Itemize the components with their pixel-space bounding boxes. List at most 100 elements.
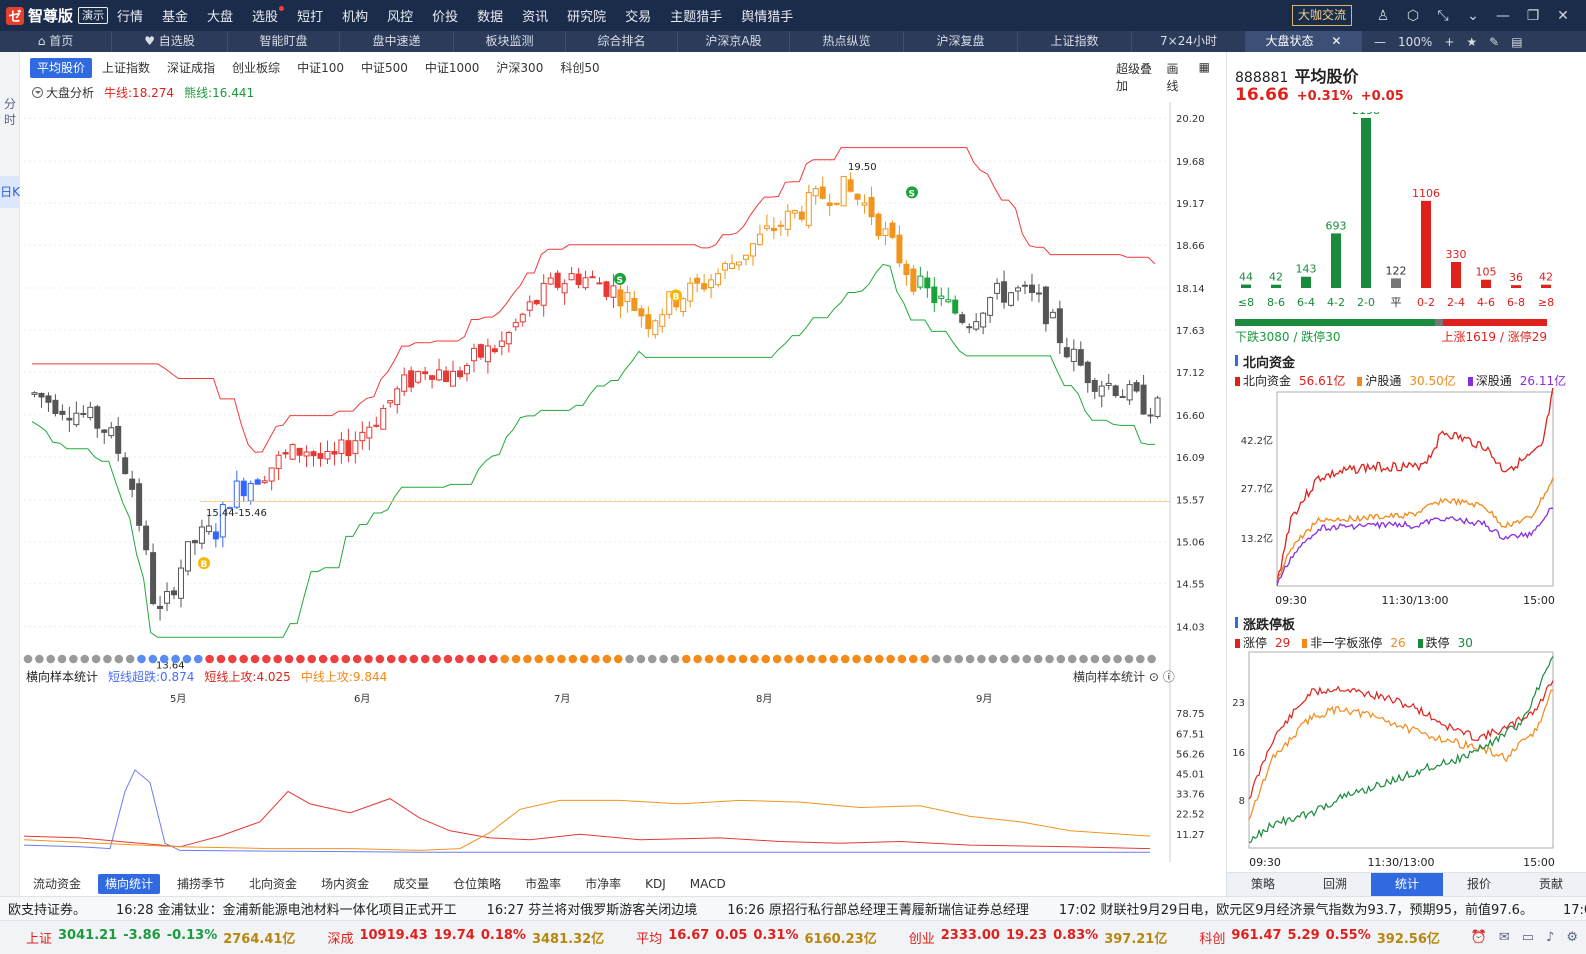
indicator-tab-1[interactable]: 横向统计	[98, 874, 161, 894]
menu-item-3[interactable]: 选股	[252, 6, 285, 25]
edit-icon[interactable]: ✎	[1489, 34, 1500, 49]
candlestick-chart[interactable]: 20.20 19.68 19.17 18.66 18.14 17.63 17.12 16.60…	[20, 102, 1224, 706]
menu-item-4[interactable]: 短打	[297, 10, 324, 25]
menu-item-11[interactable]: 交易	[625, 10, 652, 25]
status-index-2[interactable]: 平均 16.67 0.05 0.31% 6160.23亿	[636, 928, 883, 947]
indicator-tab-3[interactable]: 北向资金	[249, 877, 298, 891]
sidebar-item-daily-k[interactable]: 日K	[0, 176, 20, 208]
candle-body	[938, 295, 945, 299]
sub-y-tick: 78.75	[1176, 709, 1205, 720]
tab-10[interactable]: 7×24小时	[1132, 31, 1246, 52]
menu-item-2[interactable]: 大盘	[207, 10, 234, 25]
zoom-out-icon[interactable]: —	[1374, 34, 1386, 49]
menu-item-9[interactable]: 资讯	[522, 10, 549, 25]
tab-11[interactable]: 大盘状态 ✕	[1246, 31, 1362, 52]
settings-icon[interactable]: ⬡	[1406, 7, 1420, 24]
close-icon[interactable]: ✕	[1557, 7, 1569, 24]
menu-item-8[interactable]: 数据	[477, 10, 504, 25]
ticker-item[interactable]: 17:02 财联社9月29日电，欧元区9月经济景气指数为93.7，预期95，前值…	[1058, 903, 1533, 918]
tab-4[interactable]: 板块监测	[454, 31, 566, 52]
status-index-1[interactable]: 深成 10919.43 19.74 0.18% 3481.32亿	[327, 928, 610, 947]
restore-icon[interactable]: ❐	[1526, 7, 1540, 24]
ticker-item[interactable]: 17:01 财联社9月2	[1562, 903, 1586, 918]
user-icon[interactable]: ♙	[1376, 7, 1390, 24]
draw-line-button[interactable]: 画线	[1166, 62, 1179, 93]
zoom-in-icon[interactable]: +	[1444, 34, 1455, 49]
menu-item-6[interactable]: 风控	[387, 10, 414, 25]
indicator-tab-7[interactable]: 市盈率	[525, 877, 562, 891]
message-icon[interactable]: ▭	[1521, 930, 1535, 945]
indicator-tab-6[interactable]: 仓位策略	[453, 877, 502, 891]
menu-item-1[interactable]: 基金	[162, 10, 189, 25]
legend-value: 29	[1275, 636, 1291, 650]
index-tab-3[interactable]: 创业板综	[232, 61, 281, 75]
trade-marker[interactable]: B	[670, 289, 682, 302]
tab-9[interactable]: 上证指数	[1018, 31, 1132, 52]
indicator-tab-4[interactable]: 场内资金	[321, 877, 370, 891]
shrink-icon[interactable]: ⤡	[1437, 7, 1449, 24]
indicator-tab-0[interactable]: 流动资金	[33, 877, 82, 891]
super-overlay-button[interactable]: 超级叠加	[1116, 62, 1153, 93]
menu-item-0[interactable]: 行情	[117, 10, 144, 25]
sidebar-item-intraday[interactable]: 分时	[3, 97, 16, 127]
menu-item-10[interactable]: 研究院	[567, 10, 607, 25]
tab-3[interactable]: 盘中速递	[340, 31, 454, 52]
trade-marker[interactable]: B	[198, 557, 210, 570]
tab-2[interactable]: 智能盯盘	[228, 31, 340, 52]
status-index-4[interactable]: 科创 961.47 5.29 0.55% 392.56亿	[1199, 928, 1446, 947]
tab-8[interactable]: 沪深复盘	[904, 31, 1018, 52]
indicator-tab-5[interactable]: 成交量	[393, 877, 430, 891]
status-index-0[interactable]: 上证 3041.21 -3.86 -0.13% 2764.41亿	[26, 928, 301, 947]
index-tab-8[interactable]: 科创50	[560, 61, 600, 75]
index-tab-1[interactable]: 上证指数	[102, 61, 151, 75]
more-icon[interactable]: ⚙	[1566, 930, 1578, 945]
alarm-icon[interactable]: ⏰	[1470, 930, 1487, 945]
trade-marker[interactable]: S	[906, 186, 918, 199]
exchange-button[interactable]: 大咖交流	[1292, 5, 1353, 26]
news-ticker[interactable]: 欧支持证券。 16:28 金浦钛业：金浦新能源电池材料一体化项目正式开工 16:27…	[0, 896, 1586, 920]
index-tab-5[interactable]: 中证500	[360, 61, 408, 75]
index-tab-4[interactable]: 中证100	[297, 61, 344, 75]
minimize-icon[interactable]: —	[1496, 7, 1510, 24]
indicator-tab-8[interactable]: 市净率	[585, 877, 622, 891]
menu-item-12[interactable]: 主题猎手	[670, 10, 723, 25]
tab-6[interactable]: 沪深京A股	[678, 31, 790, 52]
right-tab-4[interactable]: 贡献	[1538, 877, 1563, 891]
right-tab-2[interactable]: 统计	[1371, 873, 1443, 896]
grid-icon[interactable]: ▦	[1198, 60, 1210, 74]
chat-icon[interactable]: ✉	[1498, 930, 1510, 945]
legend-dropdown-icon[interactable]	[32, 87, 43, 98]
menu-item-5[interactable]: 机构	[342, 10, 369, 25]
index-tab-6[interactable]: 中证1000	[424, 61, 480, 75]
indicator-tab-9[interactable]: KDJ	[645, 877, 666, 891]
trade-marker[interactable]: S	[614, 272, 626, 286]
index-tab-2[interactable]: 深证成指	[167, 61, 216, 75]
right-tab-0[interactable]: 策略	[1250, 877, 1275, 891]
tab-5[interactable]: 综合排名	[566, 31, 678, 52]
tab-7[interactable]: 热点纵览	[790, 31, 904, 52]
layout-icon[interactable]: ▤	[1511, 34, 1523, 49]
sub-indicator-chart[interactable]: 78.75 67.51 56.26 45.01 33.76 22.52 11.27	[20, 682, 1224, 874]
candle-body	[987, 297, 994, 316]
ticker-item[interactable]: 16:28 金浦钛业：金浦新能源电池材料一体化项目正式开工	[116, 903, 457, 918]
zoom-level[interactable]: 100%	[1398, 34, 1433, 49]
dropdown-icon[interactable]: ⌄	[1467, 7, 1479, 24]
index-tab-0[interactable]: 平均股价	[30, 58, 93, 78]
tab-0[interactable]: ⌂ 首页	[0, 31, 112, 52]
status-index-3[interactable]: 创业 2333.00 19.23 0.83% 397.21亿	[909, 928, 1174, 947]
indicator-tab-10[interactable]: MACD	[689, 877, 726, 891]
candle-body	[875, 213, 882, 237]
menu-item-13[interactable]: 舆情猎手	[741, 10, 794, 25]
right-tab-1[interactable]: 回溯	[1322, 877, 1347, 891]
favorite-icon[interactable]: ★	[1466, 34, 1478, 49]
index-tab-7[interactable]: 沪深300	[496, 61, 544, 75]
speaker-icon[interactable]: ♪	[1546, 930, 1555, 945]
tab-close-icon[interactable]: ✕	[1327, 34, 1342, 48]
tab-1[interactable]: ♥ 自选股	[112, 31, 228, 52]
ticker-item[interactable]: 16:26 原招行私行部总经理王菁履新瑞信证券总经理	[727, 903, 1029, 918]
right-tab-3[interactable]: 报价	[1466, 877, 1491, 891]
ticker-item[interactable]: 欧支持证券。	[8, 903, 87, 918]
ticker-item[interactable]: 16:27 芬兰将对俄罗斯游客关闭边境	[486, 903, 698, 918]
menu-item-7[interactable]: 价投	[432, 10, 459, 25]
indicator-tab-2[interactable]: 捕捞季节	[177, 877, 226, 891]
